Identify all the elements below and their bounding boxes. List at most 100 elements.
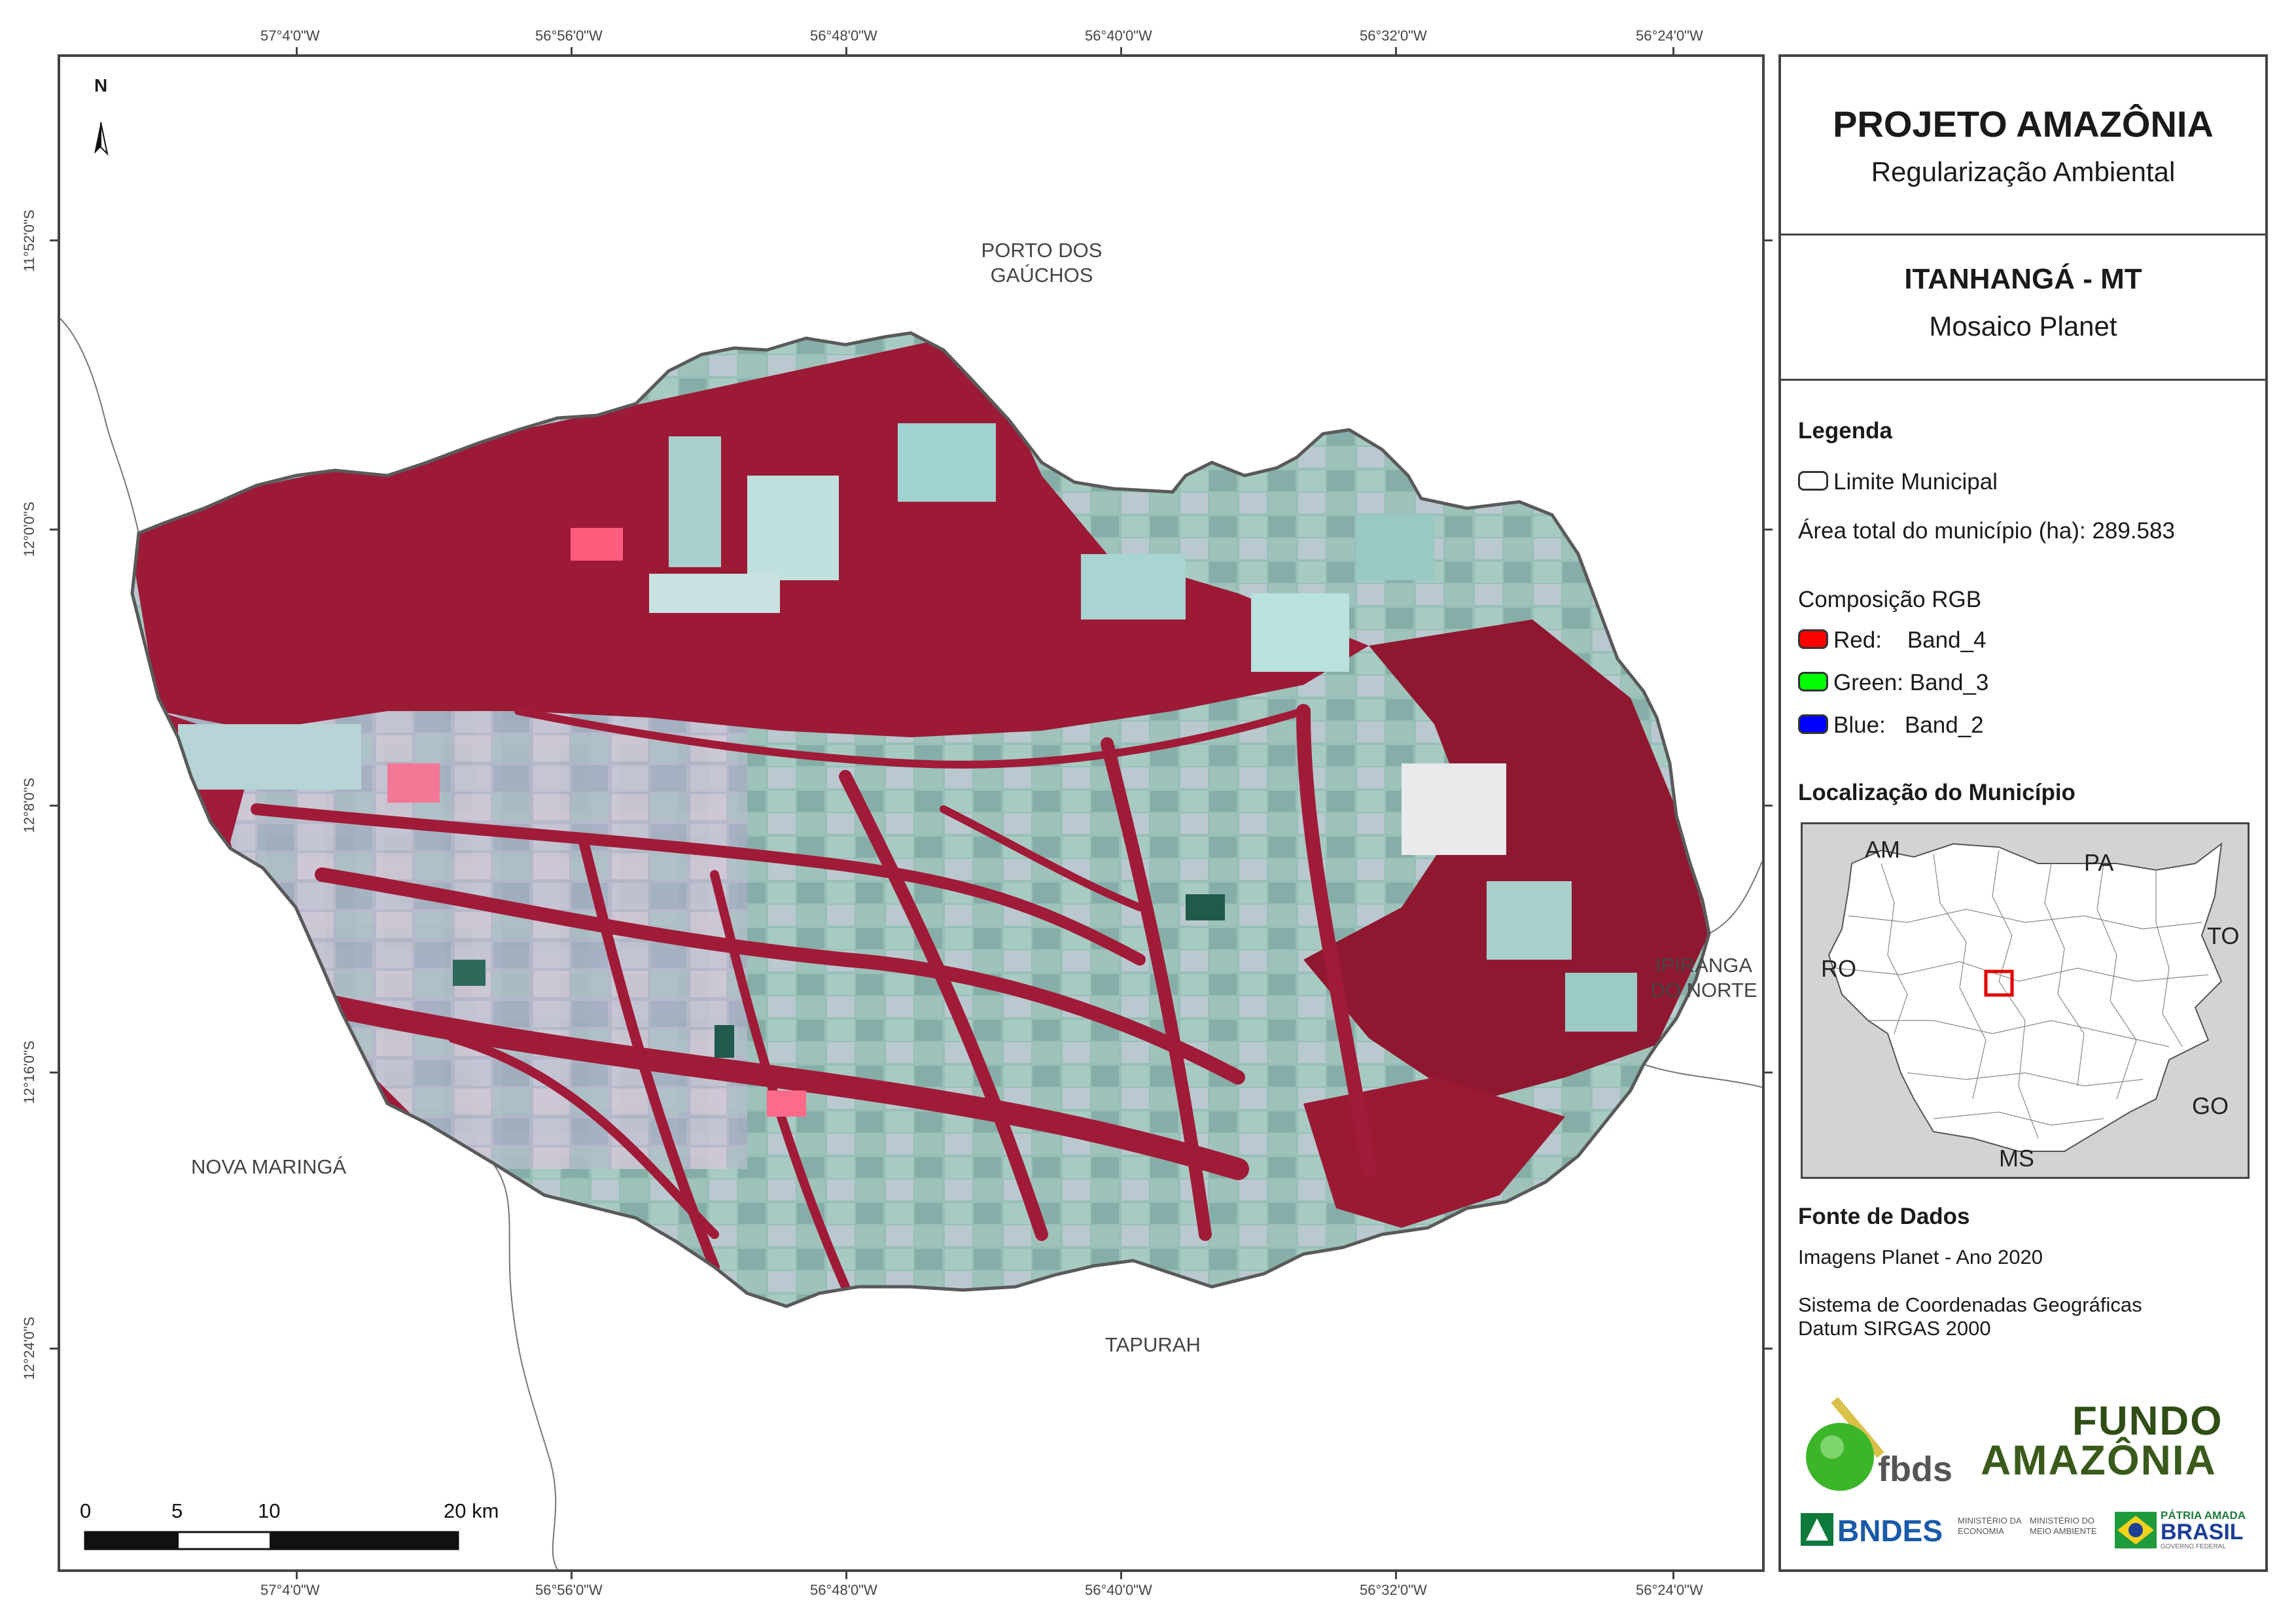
lon-label-bottom-4: 56°40'0"W (1085, 1582, 1152, 1598)
ministerio-line: MINISTÉRIO DA (1958, 1516, 2022, 1526)
tick (50, 529, 58, 531)
place-porto-dos-gauchos: PORTO DOS GAÚCHOS (960, 238, 1123, 288)
lat-label-1: 11°52'0"S (21, 209, 37, 272)
project-title: PROJETO AMAZÔNIA (1833, 103, 2214, 145)
legend-boundary-swatch (1798, 471, 1828, 491)
patria-amada-text: PÁTRIA AMADA (2161, 1509, 2246, 1522)
location-inset-map[interactable]: AM PA RO TO GO MS (1801, 822, 2250, 1179)
lon-label-bottom-2: 56°56'0"W (535, 1582, 603, 1598)
fbds-logo-icon (1806, 1397, 1884, 1491)
inset-canvas (1828, 842, 2223, 1152)
lat-label-5: 12°24'0"S (21, 1316, 37, 1380)
tick (1765, 1348, 1773, 1350)
tick (1395, 47, 1397, 55)
governo-federal-logo: PÁTRIA AMADA BRASIL GOVERNO FEDERAL (2115, 1507, 2259, 1552)
lon-label-top-3: 56°48'0"W (810, 27, 877, 44)
tick (1120, 47, 1122, 55)
lon-label-top-5: 56°32'0"W (1360, 27, 1427, 44)
north-label: N (94, 75, 108, 96)
tick (1395, 1571, 1397, 1579)
ministerio-meio-ambiente: MINISTÉRIO DO MEIO AMBIENTE (2030, 1516, 2108, 1537)
ministerio-line: MEIO AMBIENTE (2030, 1526, 2097, 1536)
bndes-logo: BNDES (1801, 1510, 1951, 1550)
governo-federal-text: GOVERNO FEDERAL (2161, 1543, 2227, 1550)
sources-title: Fonte de Dados (1798, 1204, 1970, 1229)
mosaic-subtitle: Mosaico Planet (1929, 311, 2117, 341)
lat-label-4: 12°16'0"S (21, 1040, 37, 1104)
neighbor-boundary (60, 318, 139, 534)
fundo-logo-line1: FUNDO (2072, 1399, 2223, 1444)
bndes-logo-text: BNDES (1837, 1514, 1943, 1548)
tick (50, 1072, 58, 1073)
rgb-red-swatch (1798, 629, 1828, 649)
crs-line-1: Sistema de Coordenadas Geográficas (1798, 1293, 2142, 1316)
tick (1765, 1072, 1773, 1073)
inset-label-go: GO (2192, 1092, 2229, 1119)
rgb-blue-swatch (1798, 714, 1828, 734)
lat-label-2: 12°0'0"S (21, 501, 37, 557)
bndes-logo-icon (1801, 1513, 1833, 1546)
tick (50, 239, 58, 241)
tick (1765, 805, 1773, 807)
satellite-mosaic (132, 333, 1709, 1306)
tick (571, 47, 573, 55)
municipality-title: ITANHANGÁ - MT (1904, 263, 2142, 295)
municipal-boundaries (1835, 850, 2209, 1139)
fundo-amazonia-logo: FUNDO AMAZÔNIA (1981, 1398, 2255, 1490)
tick (50, 805, 58, 807)
place-label-line: IPIRANGA (1655, 954, 1753, 977)
project-subtitle: Regularização Ambiental (1871, 156, 2176, 187)
inset-label-to: TO (2207, 922, 2240, 949)
scale-label-10: 10 (258, 1499, 281, 1522)
brazil-flag-icon (2115, 1512, 2157, 1548)
map-frame[interactable]: N PORTO DOS GAÚCHOS IPIRANGA DO NORTE NO… (58, 54, 1765, 1572)
legend-title: Legenda (1798, 418, 1892, 444)
rgb-blue-label: Blue: Band_2 (1833, 712, 1984, 738)
ministerio-line: ECONOMIA (1958, 1526, 2004, 1536)
mato-grosso-state (1828, 842, 2223, 1152)
scale-bar (84, 1531, 459, 1550)
tick (50, 1348, 58, 1350)
neighbor-boundary (1643, 1064, 1762, 1088)
municipal-boundary[interactable] (130, 331, 1711, 1308)
tick (1672, 47, 1674, 55)
tick (296, 1571, 298, 1579)
place-tapurah: TAPURAH (1105, 1333, 1201, 1356)
municipality-locator (1984, 969, 2014, 997)
brasil-text: BRASIL (2161, 1520, 2244, 1544)
lon-label-top-2: 56°56'0"W (535, 27, 603, 44)
fbds-logo-text: fbds (1878, 1450, 1952, 1489)
lon-label-top-1: 57°4'0"W (260, 27, 320, 44)
scale-label-5: 5 (171, 1499, 183, 1522)
inset-label-am: AM (1865, 836, 1900, 863)
tick (1765, 529, 1773, 531)
inset-label-ro: RO (1821, 955, 1856, 982)
ministerio-economia: MINISTÉRIO DA ECONOMIA (1958, 1516, 2030, 1537)
neighbor-boundary (491, 1162, 558, 1569)
tick (1672, 1571, 1674, 1579)
place-nova-maringa: NOVA MARINGÁ (191, 1155, 347, 1178)
tick (571, 1571, 573, 1579)
divider (1781, 379, 2265, 381)
lon-label-bottom-3: 56°48'0"W (810, 1582, 877, 1598)
tick (845, 1571, 847, 1579)
place-label-line: PORTO DOS (981, 239, 1103, 262)
rgb-title: Composição RGB (1798, 587, 1982, 612)
scale-label-0: 0 (80, 1499, 92, 1522)
tick (296, 47, 298, 55)
rgb-red-label: Red: Band_4 (1833, 627, 1987, 653)
tick (1120, 1571, 1122, 1579)
crs-line-2: Datum SIRGAS 2000 (1798, 1317, 1991, 1340)
legend-panel: PROJETO AMAZÔNIA Regularização Ambiental… (1778, 54, 2268, 1572)
lon-label-top-6: 56°24'0"W (1636, 27, 1703, 44)
location-title: Localização do Município (1798, 780, 2075, 805)
ministerio-line: MINISTÉRIO DO (2030, 1516, 2094, 1526)
map-canvas (60, 122, 1762, 1569)
neighbor-boundary (1708, 861, 1762, 934)
place-label-line: GAÚCHOS (990, 264, 1093, 287)
fundo-logo-line2: AMAZÔNIA (1981, 1437, 2217, 1484)
tick (845, 47, 847, 55)
place-ipiranga-do-norte: IPIRANGA DO NORTE (1645, 953, 1762, 1003)
divider (1781, 234, 2265, 236)
lon-label-bottom-5: 56°32'0"W (1360, 1582, 1427, 1598)
